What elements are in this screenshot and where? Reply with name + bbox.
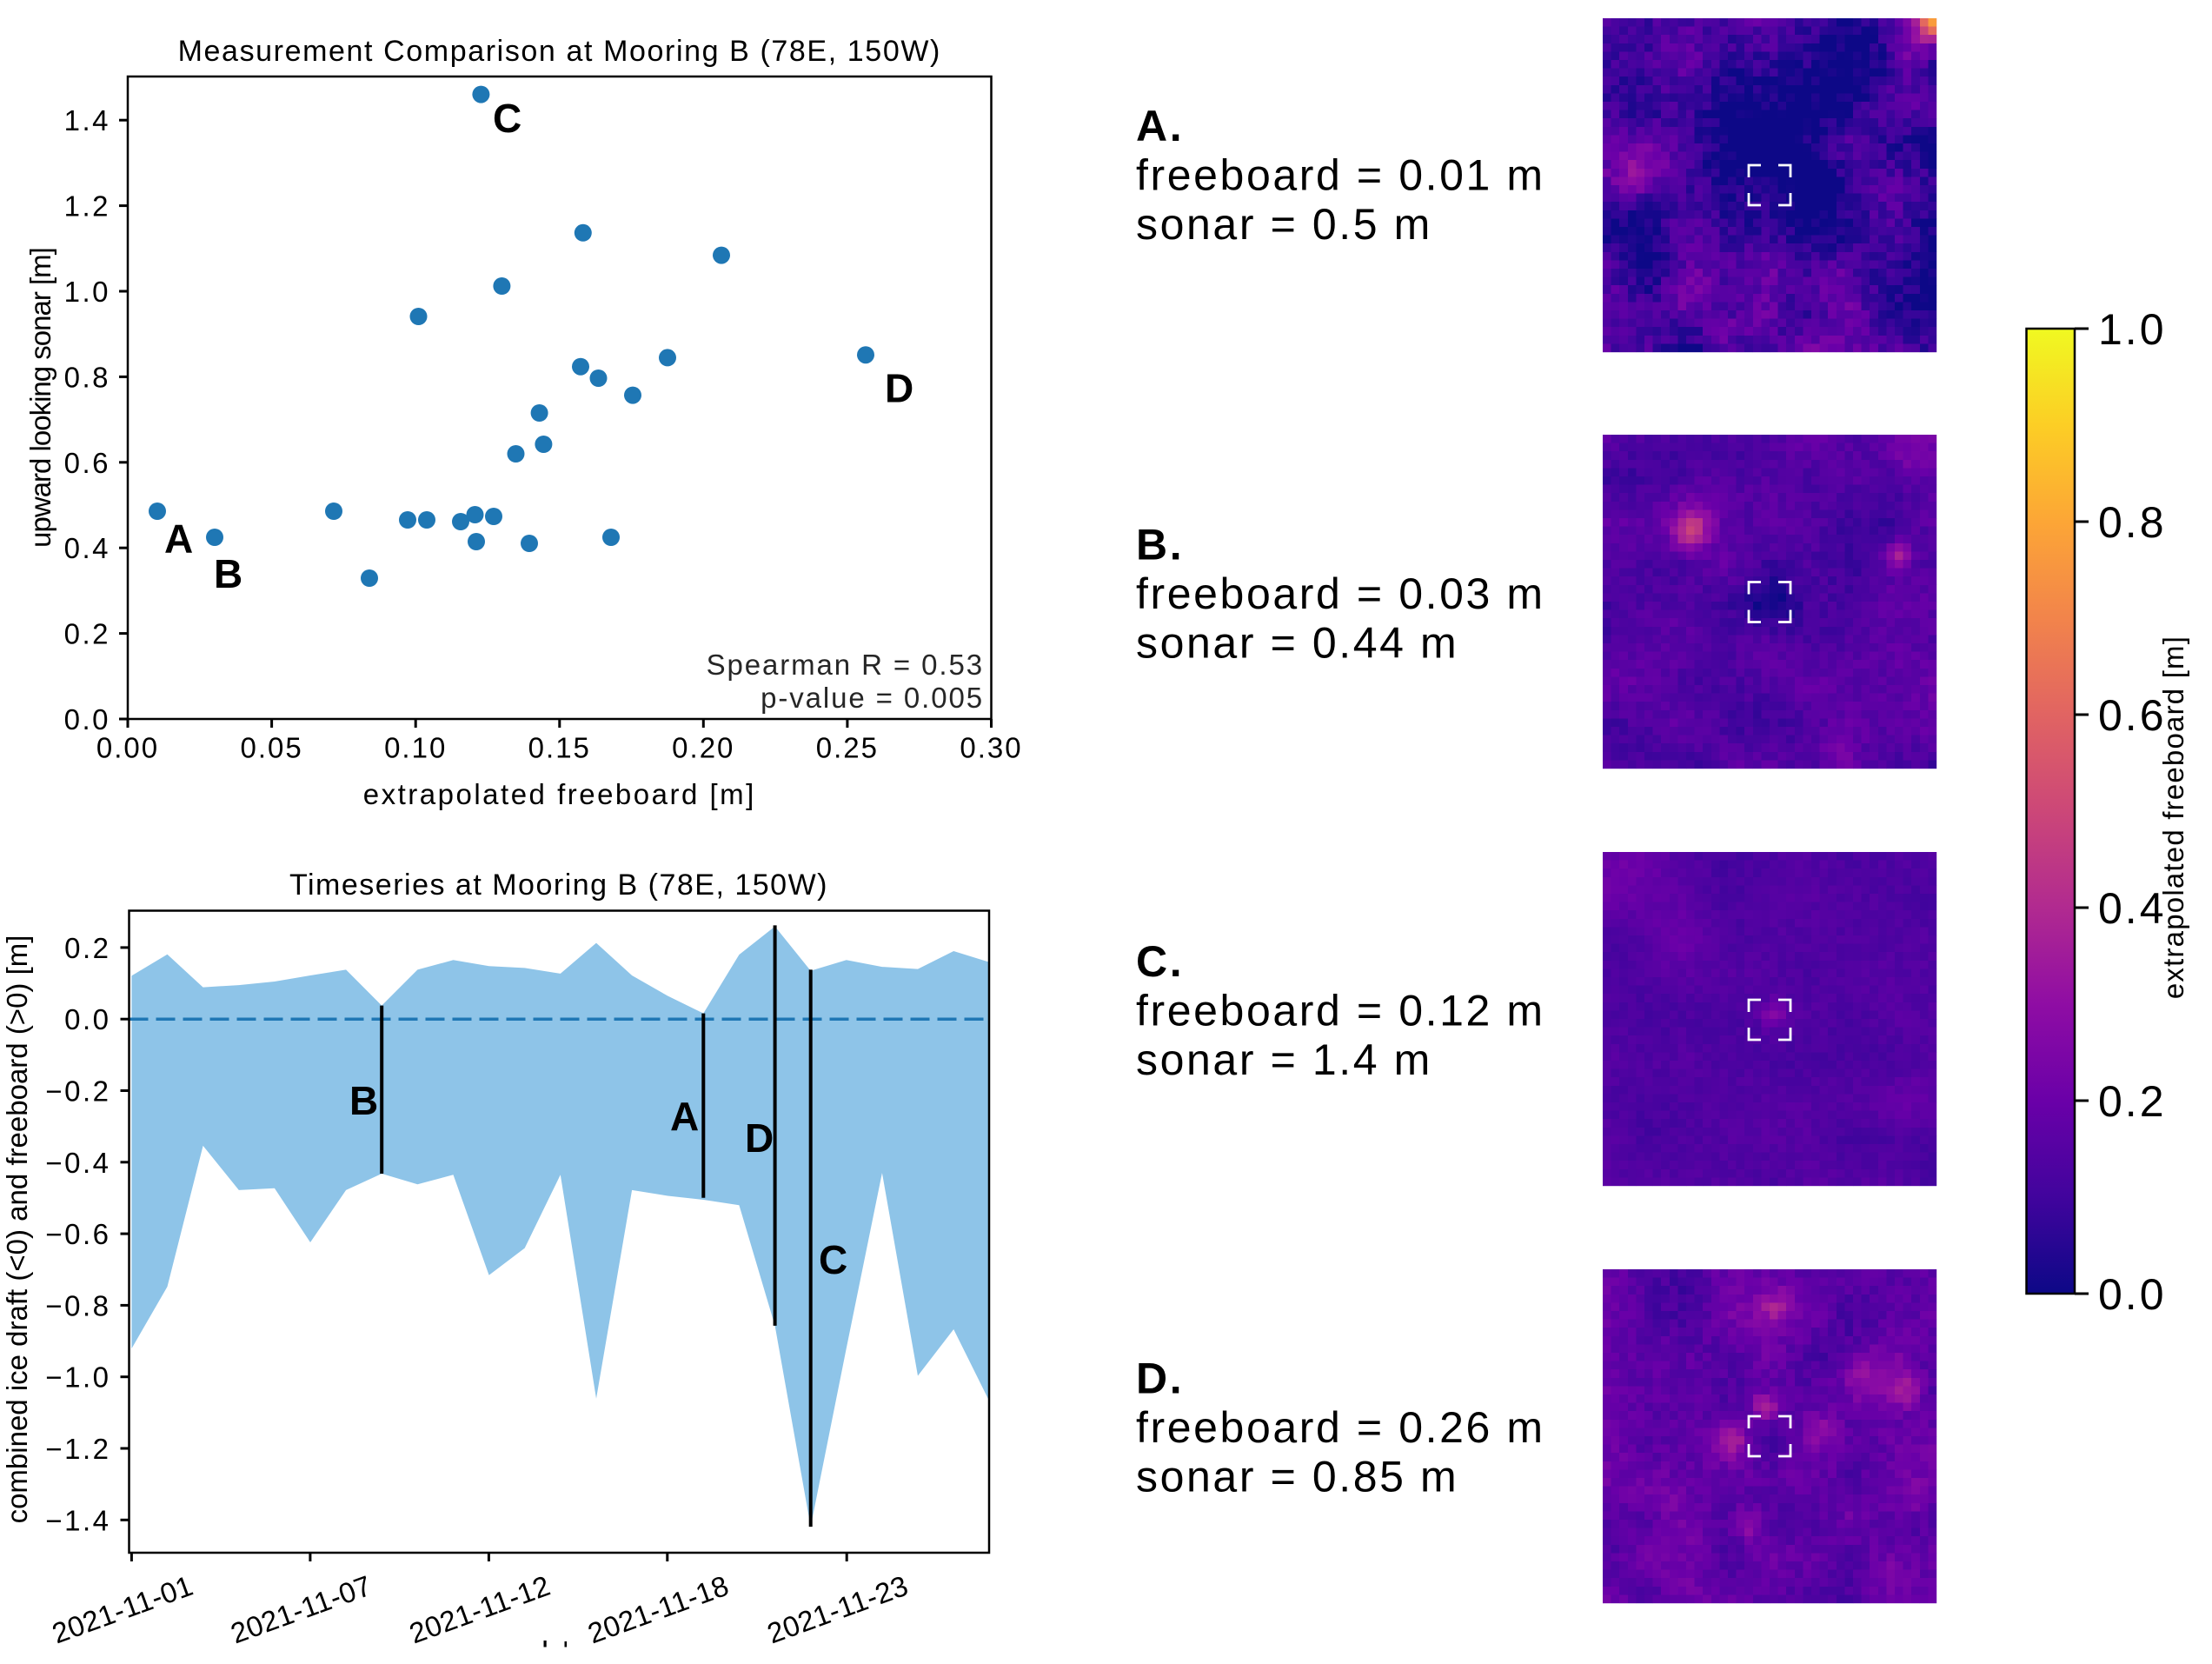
svg-text:A: A bbox=[164, 516, 193, 562]
svg-text:freeboard = 0.26 m: freeboard = 0.26 m bbox=[1136, 1403, 1545, 1452]
svg-text:C.: C. bbox=[1136, 937, 1184, 986]
svg-text:0.6: 0.6 bbox=[64, 447, 110, 479]
svg-text:A.: A. bbox=[1136, 102, 1184, 150]
svg-text:combined ice draft (<0) and fr: combined ice draft (<0) and freeboard (>… bbox=[1, 935, 33, 1524]
svg-text:0.20: 0.20 bbox=[672, 732, 734, 764]
svg-text:0.10: 0.10 bbox=[384, 732, 447, 764]
svg-text:sonar = 0.5 m: sonar = 0.5 m bbox=[1136, 200, 1432, 249]
svg-text:2021-11-12: 2021-11-12 bbox=[405, 1569, 555, 1650]
svg-text:0.6: 0.6 bbox=[2098, 691, 2167, 740]
svg-text:2021-11-18: 2021-11-18 bbox=[583, 1569, 733, 1650]
svg-text:freeboard = 0.03 m: freeboard = 0.03 m bbox=[1136, 569, 1545, 618]
svg-text:1.0: 1.0 bbox=[64, 276, 110, 308]
svg-text:0.4: 0.4 bbox=[2098, 884, 2167, 933]
svg-text:0.25: 0.25 bbox=[816, 732, 879, 764]
svg-text:freeboard = 0.01 m: freeboard = 0.01 m bbox=[1136, 151, 1545, 200]
svg-text:D.: D. bbox=[1136, 1354, 1184, 1403]
svg-text:Measurement Comparison at Moor: Measurement Comparison at Mooring B (78E… bbox=[178, 35, 941, 68]
svg-text:2021-11-23: 2021-11-23 bbox=[763, 1569, 913, 1650]
svg-text:A: A bbox=[670, 1094, 699, 1139]
svg-text:0.2: 0.2 bbox=[64, 618, 110, 650]
svg-text:0.8: 0.8 bbox=[2098, 498, 2167, 547]
svg-text:upward looking sonar [m]: upward looking sonar [m] bbox=[24, 248, 56, 548]
svg-text:freeboard = 0.12 m: freeboard = 0.12 m bbox=[1136, 987, 1545, 1035]
svg-text:−0.6: −0.6 bbox=[45, 1218, 110, 1250]
svg-text:0.2: 0.2 bbox=[2098, 1077, 2167, 1126]
svg-text:−1.4: −1.4 bbox=[45, 1504, 110, 1536]
svg-text:sonar = 1.4 m: sonar = 1.4 m bbox=[1136, 1035, 1432, 1084]
svg-text:2021-11-07: 2021-11-07 bbox=[226, 1569, 375, 1650]
svg-text:0.0: 0.0 bbox=[64, 1003, 110, 1035]
svg-text:0.15: 0.15 bbox=[528, 732, 591, 764]
svg-text:2021-11-01: 2021-11-01 bbox=[48, 1569, 197, 1650]
svg-text:C: C bbox=[819, 1237, 847, 1282]
svg-text:1.0: 1.0 bbox=[2098, 305, 2167, 354]
svg-text:C: C bbox=[493, 96, 521, 141]
svg-text:−1.2: −1.2 bbox=[45, 1433, 110, 1465]
svg-text:−1.0: −1.0 bbox=[45, 1361, 110, 1394]
svg-text:0.2: 0.2 bbox=[64, 932, 110, 964]
svg-text:D: D bbox=[885, 366, 913, 411]
svg-text:D: D bbox=[745, 1115, 774, 1161]
svg-text:B: B bbox=[214, 551, 242, 596]
svg-text:extrapolated freeboard [m]: extrapolated freeboard [m] bbox=[2157, 636, 2189, 999]
svg-text:−0.4: −0.4 bbox=[45, 1147, 110, 1179]
svg-text:0.4: 0.4 bbox=[64, 532, 110, 564]
svg-text:extrapolated freeboard [m]: extrapolated freeboard [m] bbox=[363, 778, 756, 810]
svg-text:1.4: 1.4 bbox=[64, 104, 110, 136]
svg-text:Spearman R = 0.53: Spearman R = 0.53 bbox=[707, 649, 984, 681]
svg-text:B: B bbox=[349, 1078, 378, 1123]
svg-text:0.0: 0.0 bbox=[2098, 1270, 2167, 1319]
svg-text:sonar = 0.85 m: sonar = 0.85 m bbox=[1136, 1453, 1458, 1501]
svg-text:0.30: 0.30 bbox=[960, 732, 1022, 764]
svg-text:B.: B. bbox=[1136, 521, 1184, 569]
svg-text:−0.2: −0.2 bbox=[45, 1075, 110, 1108]
svg-text:0.0: 0.0 bbox=[64, 703, 110, 735]
svg-text:1.2: 1.2 bbox=[64, 190, 110, 223]
svg-text:0.05: 0.05 bbox=[240, 732, 302, 764]
svg-text:−0.8: −0.8 bbox=[45, 1289, 110, 1321]
svg-text:0.8: 0.8 bbox=[64, 361, 110, 393]
svg-text:p-value = 0.005: p-value = 0.005 bbox=[761, 682, 984, 714]
svg-text:0.00: 0.00 bbox=[96, 732, 159, 764]
svg-text:sonar = 0.44 m: sonar = 0.44 m bbox=[1136, 619, 1458, 668]
svg-text:Timeseries at Mooring B (78E,: Timeseries at Mooring B (78E, 150W) bbox=[289, 869, 828, 902]
